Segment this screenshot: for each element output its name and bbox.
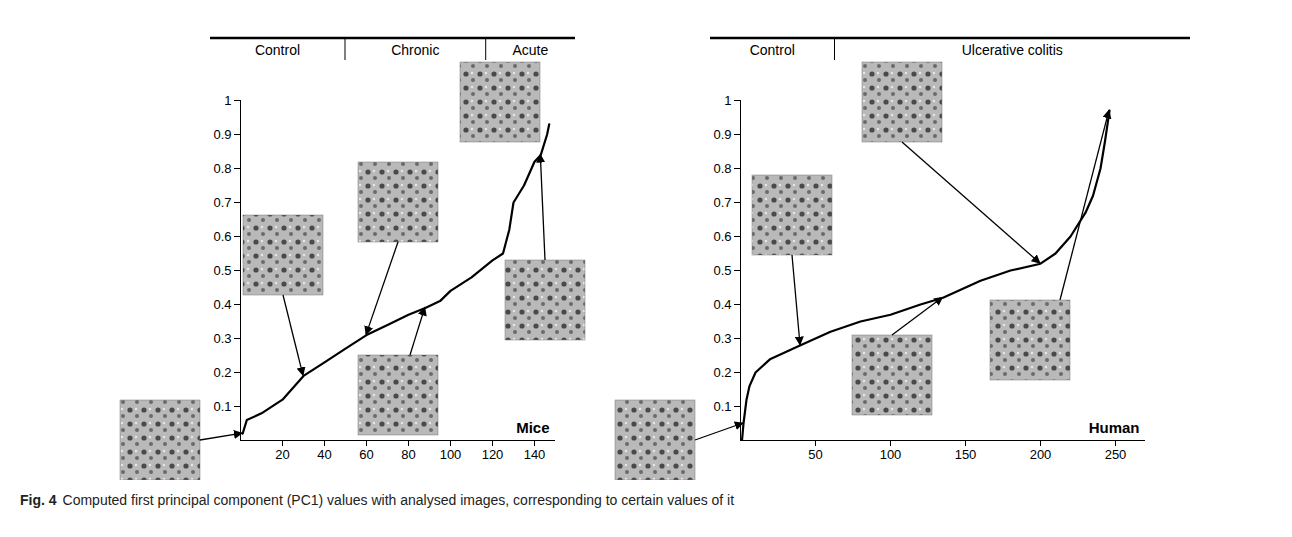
svg-text:0.2: 0.2 — [713, 365, 731, 380]
svg-text:0.9: 0.9 — [713, 127, 731, 142]
svg-text:80: 80 — [401, 447, 415, 462]
svg-text:0.5: 0.5 — [713, 263, 731, 278]
svg-text:Ulcerative colitis: Ulcerative colitis — [962, 42, 1063, 58]
svg-text:0.7: 0.7 — [713, 195, 731, 210]
svg-text:0.8: 0.8 — [713, 161, 731, 176]
svg-text:Human: Human — [1089, 419, 1140, 436]
svg-text:0.3: 0.3 — [713, 331, 731, 346]
svg-text:50: 50 — [808, 447, 822, 462]
svg-text:250: 250 — [1105, 447, 1127, 462]
svg-text:Chronic: Chronic — [391, 42, 439, 58]
svg-text:0.1: 0.1 — [213, 399, 231, 414]
html-text:Fig. 4 Computed first principa: Fig. 4 Computed first principal componen… — [20, 492, 735, 508]
svg-text:0.5: 0.5 — [213, 263, 231, 278]
svg-text:60: 60 — [359, 447, 373, 462]
svg-text:0.2: 0.2 — [213, 365, 231, 380]
svg-text:Control: Control — [750, 42, 795, 58]
svg-text:200: 200 — [1030, 447, 1052, 462]
svg-text:1: 1 — [224, 93, 231, 108]
svg-text:0.9: 0.9 — [213, 127, 231, 142]
svg-text:100: 100 — [880, 447, 902, 462]
svg-text:0.6: 0.6 — [713, 229, 731, 244]
svg-text:Control: Control — [255, 42, 300, 58]
svg-text:100: 100 — [440, 447, 462, 462]
svg-text:0.8: 0.8 — [213, 161, 231, 176]
svg-text:0.7: 0.7 — [213, 195, 231, 210]
svg-text:150: 150 — [955, 447, 977, 462]
svg-text:0.6: 0.6 — [213, 229, 231, 244]
svg-text:Mice: Mice — [516, 419, 549, 436]
svg-text:0.3: 0.3 — [213, 331, 231, 346]
svg-text:Acute: Acute — [512, 42, 548, 58]
svg-text:140: 140 — [524, 447, 546, 462]
svg-text:20: 20 — [275, 447, 289, 462]
svg-text:40: 40 — [317, 447, 331, 462]
svg-text:0.4: 0.4 — [213, 297, 231, 312]
svg-text:0.4: 0.4 — [713, 297, 731, 312]
svg-text:120: 120 — [482, 447, 504, 462]
svg-text:1: 1 — [724, 93, 731, 108]
svg-text:0.1: 0.1 — [713, 399, 731, 414]
